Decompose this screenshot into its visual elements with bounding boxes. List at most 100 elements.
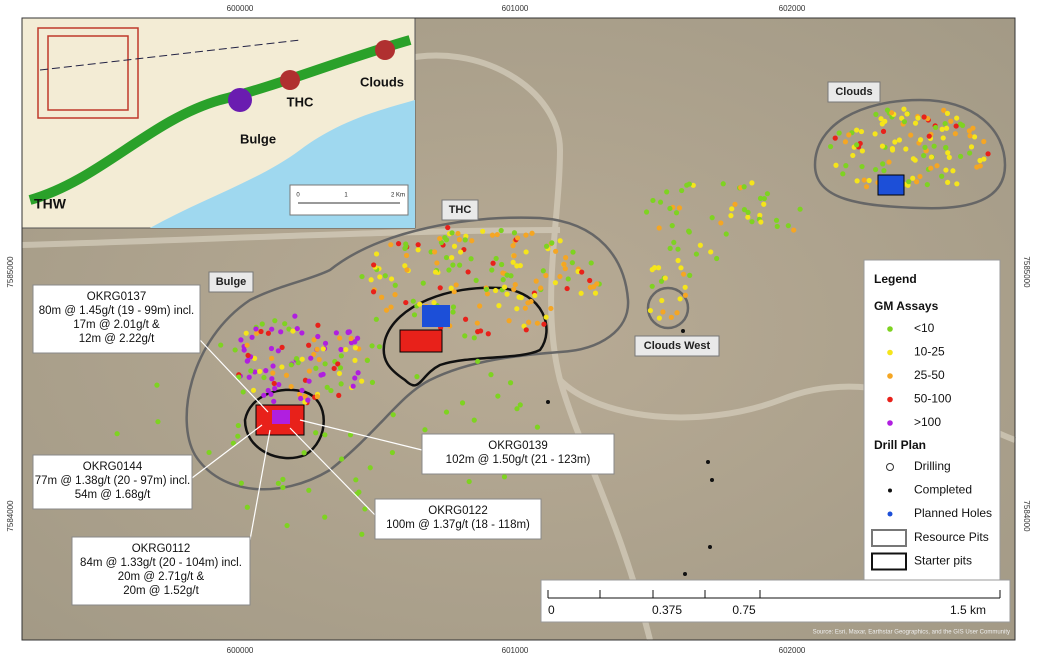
assay-dot [678,265,684,271]
area-label-box [634,335,720,357]
scale-label: 1.5 km [950,603,986,617]
assay-dot [501,284,508,290]
area-label: Clouds West [644,340,711,352]
assay-dot [350,383,356,389]
assay-dot [337,365,344,371]
assay-dot [311,351,317,357]
assay-dot [954,115,960,121]
callout-line: 54m @ 1.68g/t [75,489,151,501]
assay-dot [508,273,514,279]
assay-dot [840,171,846,177]
assay-dot [257,368,263,374]
assay-dot [518,295,524,301]
assay-dot [420,280,426,286]
assay-dot [480,228,486,234]
assay-dot [534,424,541,430]
assay-dot [270,370,276,376]
assay-dot [338,353,344,359]
assay-dot [268,345,275,352]
callout-hole: OKRG0139 [488,440,547,452]
assay-dot [668,314,674,320]
assay-dot [667,245,673,252]
assay-dot [543,314,549,320]
assay-dot [250,387,257,393]
assay-dot [948,118,954,124]
assay-dot [489,267,495,273]
assay-dot [562,266,568,272]
assay-dot [367,465,373,471]
assay-dot [662,275,668,281]
assay-dot [934,163,940,169]
legend-swatch [887,326,893,332]
area-label: Clouds [835,86,872,98]
assay-dot [455,230,461,237]
assay-dot [338,346,344,353]
assay-dot [246,374,252,380]
assay-dot [362,506,368,512]
assay-dot [261,392,267,398]
assay-dot [485,331,491,337]
assay-dot [347,432,354,438]
assay-dot [471,335,477,341]
assay-dot [741,207,748,213]
assay-dot [322,361,328,367]
assay-dot [417,301,423,307]
assay-dot [687,272,693,278]
assay-dot [269,326,275,332]
assay-dot [311,337,317,343]
assay-dot [388,276,395,282]
assay-dot [449,255,455,261]
assay-dot [686,228,692,234]
grid-label-right: 7584000 [1022,500,1031,532]
assay-dot [218,342,224,348]
assay-dot [445,224,451,231]
assay-dot [294,325,300,332]
grid-label-top: 601000 [502,4,529,13]
assay-dot [677,296,683,302]
assay-dot [352,375,358,381]
assay-dot [488,372,494,378]
assay-dot [299,387,305,393]
assay-dot [437,235,443,242]
assay-dot [278,329,284,335]
assay-dot [514,235,521,241]
assay-dot [459,400,466,406]
assay-dot [944,110,951,116]
assay-dot [465,269,471,275]
assay-dot [414,374,420,380]
assay-dot [552,280,558,286]
callout-line: 80m @ 1.45g/t (19 - 99m) incl. [39,305,195,317]
assay-dot [471,417,477,423]
assay-dot [368,277,374,283]
assay-dot [578,290,584,296]
legend-symbol [886,463,894,471]
assay-dot [534,320,540,326]
assay-dot [236,374,242,380]
assay-dot [714,255,720,262]
assay-dot [884,107,891,113]
assay-dot [954,181,960,187]
assay-dot [880,161,886,167]
callout-box [421,433,615,475]
assay-dot [981,138,987,145]
assay-dot [764,191,771,197]
assay-dot [564,285,570,292]
assay-dot [388,304,394,310]
assay-dot [315,322,321,328]
assay-dot [660,309,666,315]
inset-scale-label: 1 [344,193,348,199]
assay-dot [422,427,428,433]
assay-dot [523,327,529,333]
assay-dot [928,165,934,171]
inset-label: Clouds [360,74,404,89]
assay-dot [313,430,319,436]
assay-dot [354,335,361,341]
assay-dot [588,260,594,266]
assay-dot [697,242,703,248]
assay-dot [314,346,320,352]
assay-dot [928,154,935,160]
assay-dot [563,255,569,261]
assay-dot [718,220,724,226]
assay-dot [288,362,294,368]
assay-dot [921,152,927,159]
